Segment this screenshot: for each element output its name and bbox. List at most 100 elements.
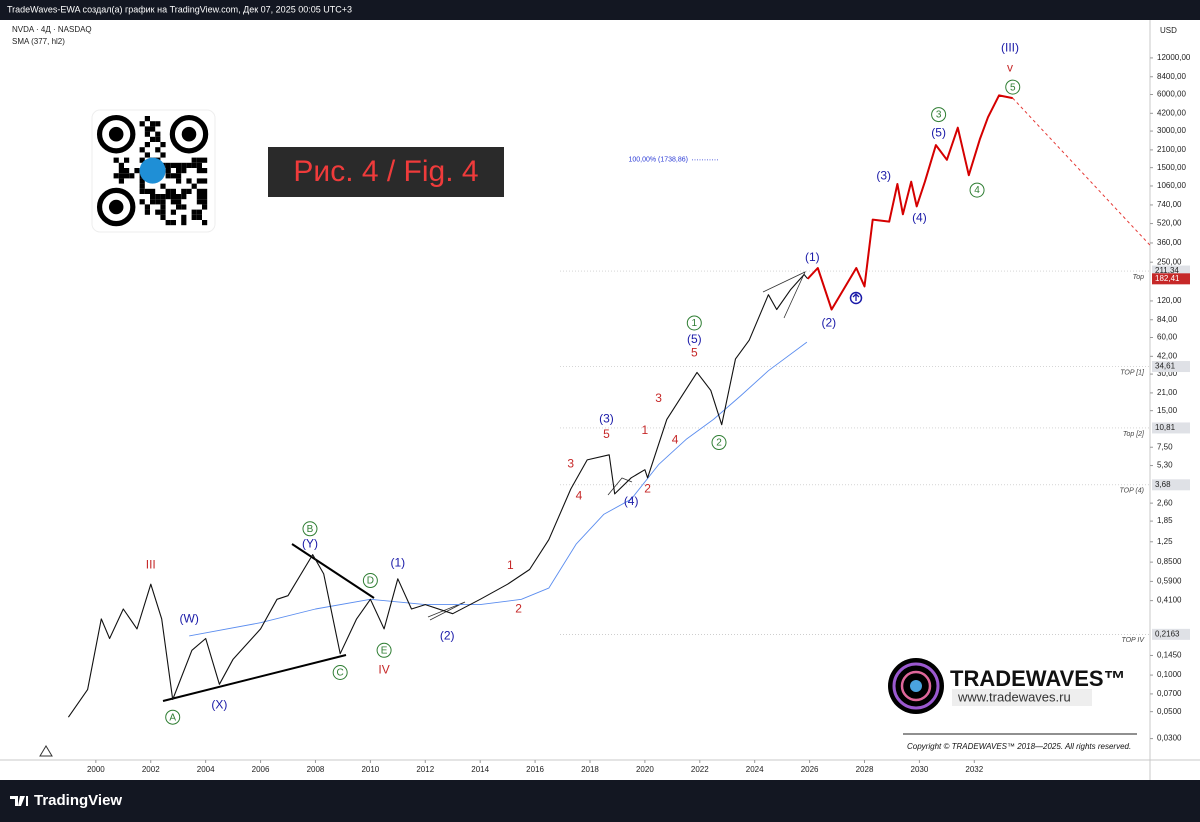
wave-label: (III) xyxy=(1001,41,1019,55)
y-tick-label: 1060,00 xyxy=(1157,181,1186,190)
qr-module xyxy=(139,178,145,184)
level-name: Top xyxy=(1133,274,1145,281)
trendline xyxy=(291,543,375,599)
qr-module xyxy=(181,162,187,168)
y-tick-label: 12000,00 xyxy=(1157,53,1191,62)
x-tick-label: 2004 xyxy=(197,765,215,774)
qr-module xyxy=(165,168,171,174)
qr-module xyxy=(196,199,202,205)
qr-module xyxy=(191,157,197,163)
qr-module xyxy=(160,214,166,220)
y-tick-label: 0,8500 xyxy=(1157,557,1182,566)
wave-circle xyxy=(711,435,727,451)
qr-module xyxy=(202,178,208,184)
y-tick-label: 740,00 xyxy=(1157,200,1182,209)
brand-logo-core xyxy=(910,680,922,692)
y-tick-label: 1,85 xyxy=(1157,516,1173,525)
wave-label: 5 xyxy=(691,345,698,359)
level-value-box xyxy=(1152,422,1190,434)
x-tick-label: 2000 xyxy=(87,765,105,774)
qr-module xyxy=(202,199,208,205)
footer-logo: TradingView xyxy=(34,792,122,809)
qr-finder-dot xyxy=(181,126,197,142)
wave-label: B xyxy=(307,524,314,535)
wave-circle xyxy=(969,182,985,198)
qr-module xyxy=(186,188,192,194)
qr-module xyxy=(124,173,130,179)
y-tick-label: 0,0300 xyxy=(1157,734,1182,743)
qr-module xyxy=(118,162,124,168)
wave-label: 1 xyxy=(692,318,698,329)
qr-finder xyxy=(96,114,136,154)
level-name: TOP [1] xyxy=(1120,369,1145,376)
qr-module xyxy=(165,194,171,200)
y-tick-label: 15,00 xyxy=(1157,406,1178,415)
wave-label: (X) xyxy=(211,697,227,711)
level-value: 211,34 xyxy=(1155,266,1179,275)
qr-module xyxy=(191,183,197,189)
wave-circle xyxy=(302,521,318,537)
qr-module xyxy=(144,131,150,137)
y-tick-label: 42,00 xyxy=(1157,351,1178,360)
level-value: 34,61 xyxy=(1155,362,1176,371)
qr-module xyxy=(202,194,208,200)
wave-label: 2 xyxy=(716,438,722,449)
qr-module xyxy=(160,209,166,215)
x-tick-label: 2012 xyxy=(416,765,434,774)
qr-module xyxy=(124,168,130,174)
qr-module xyxy=(170,162,176,168)
qr-module xyxy=(155,199,161,205)
qr-module xyxy=(118,168,124,174)
level-value-box xyxy=(1152,361,1190,373)
qr-module xyxy=(170,220,176,226)
qr-module xyxy=(113,173,119,179)
level-value-box xyxy=(1152,628,1190,640)
qr-module xyxy=(170,199,176,205)
wave-label: 5 xyxy=(603,427,610,441)
wave-label: IV xyxy=(378,663,389,677)
y-tick-label: 0,0700 xyxy=(1157,689,1182,698)
y-tick-label: 1500,00 xyxy=(1157,163,1186,172)
qr-module xyxy=(139,147,145,153)
triangle-line xyxy=(762,271,806,319)
level-name: TOP (4) xyxy=(1119,488,1144,495)
last-price-label: 182,41 xyxy=(1155,274,1180,283)
qr-module xyxy=(186,178,192,184)
sma-line xyxy=(189,341,808,637)
wave-label: (1) xyxy=(390,555,405,569)
y-tick-label: 0,1000 xyxy=(1157,670,1182,679)
qr-module xyxy=(170,209,176,215)
qr-module xyxy=(196,157,202,163)
start-icon xyxy=(39,745,53,757)
wave-label: 1 xyxy=(507,558,514,572)
wave-label: v xyxy=(1007,61,1013,75)
wave-label: (5) xyxy=(931,126,946,140)
x-tick-label: 2026 xyxy=(801,765,819,774)
y-tick-label: 5,30 xyxy=(1157,461,1173,470)
qr-module xyxy=(139,199,145,205)
x-tick-label: 2024 xyxy=(746,765,764,774)
qr-module xyxy=(150,188,156,194)
qr-module xyxy=(150,199,156,205)
wave-label: 4 xyxy=(672,433,679,447)
brand-logo-ring xyxy=(892,662,940,710)
wave-circle xyxy=(1005,79,1021,95)
x-tick-label: 2030 xyxy=(911,765,929,774)
qr-module xyxy=(144,209,150,215)
price-line xyxy=(67,273,809,718)
currency-label: USD xyxy=(1160,26,1177,35)
start-icon-shape xyxy=(39,745,53,757)
badge-box xyxy=(268,147,504,197)
qr-module xyxy=(139,157,145,163)
y-tick-label: 2100,00 xyxy=(1157,145,1186,154)
qr-module xyxy=(134,168,140,174)
level-value: 3,68 xyxy=(1155,480,1171,489)
y-tick-label: 0,0500 xyxy=(1157,707,1182,716)
qr-module xyxy=(202,220,208,226)
qr-module xyxy=(176,204,182,210)
triangle-line xyxy=(427,601,466,621)
level-name: TOP IV xyxy=(1121,637,1145,644)
qr-module xyxy=(165,220,171,226)
wave-label: (2) xyxy=(821,316,836,330)
wave-label: A xyxy=(169,712,176,723)
